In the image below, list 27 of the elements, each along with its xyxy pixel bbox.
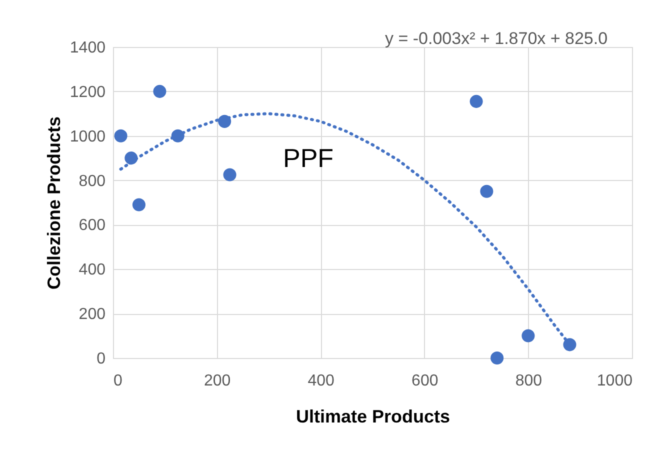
y-tick-label: 800 (78, 172, 106, 190)
point (522, 329, 535, 342)
point (563, 338, 576, 352)
y-tick-label: 1200 (70, 84, 106, 101)
point (223, 168, 236, 182)
point (470, 94, 483, 108)
y-tick-label: 600 (78, 217, 106, 234)
point (480, 184, 494, 198)
y-tick-label: 1000 (70, 128, 106, 146)
x-tick-label: 800 (515, 372, 542, 390)
point (132, 198, 146, 212)
x-tick-label: 1000 (596, 372, 633, 390)
x-tick-label: 400 (308, 372, 335, 390)
y-tick-label: 1400 (70, 40, 106, 56)
point (114, 129, 128, 142)
x-axis-title: Ultimate Products (296, 406, 450, 426)
x-tick-label: 200 (204, 372, 231, 390)
y-tick-label: 0 (96, 350, 106, 368)
y-axis-title: Collezione Products (44, 116, 64, 290)
x-tick-label: 0 (114, 372, 122, 390)
y-tick-label: 200 (78, 306, 106, 324)
point (153, 84, 166, 98)
annotation: y = -0.003x² + 1.870x + 825.0 (385, 29, 608, 48)
annotation: PPF (283, 143, 334, 173)
x-tick-label: 600 (412, 372, 438, 390)
y-tick-label: 400 (78, 262, 106, 279)
point (490, 351, 504, 365)
